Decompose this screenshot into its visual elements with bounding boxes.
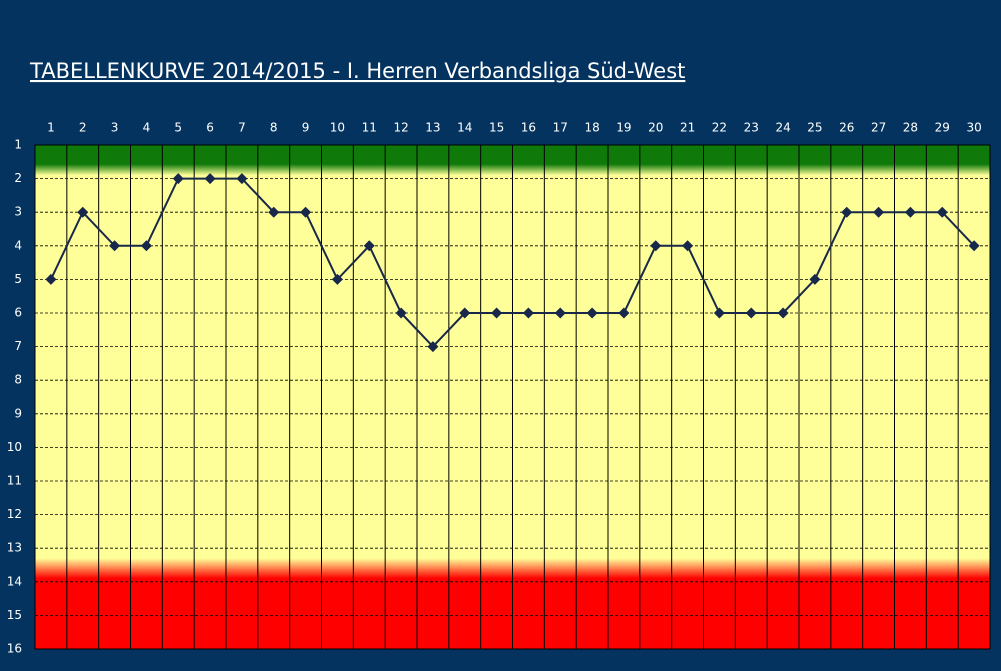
x-tick-label: 7 (238, 121, 246, 135)
x-tick-label: 3 (111, 121, 119, 135)
y-tick-label: 10 (7, 440, 22, 454)
point-marker (363, 240, 375, 252)
x-tick-label: 21 (680, 121, 695, 135)
y-tick-label: 7 (14, 339, 22, 353)
point-marker (300, 206, 312, 218)
point-marker (554, 307, 566, 319)
x-tick-label: 5 (174, 121, 182, 135)
x-tick-label: 19 (616, 121, 631, 135)
point-marker (459, 307, 471, 319)
y-tick-label: 9 (14, 406, 22, 420)
x-tick-label: 13 (425, 121, 440, 135)
y-tick-label: 14 (7, 574, 22, 588)
point-marker (427, 341, 439, 353)
point-marker (109, 240, 121, 252)
x-tick-label: 24 (775, 121, 790, 135)
x-tick-label: 23 (744, 121, 759, 135)
point-marker (268, 206, 280, 218)
point-marker (809, 273, 821, 285)
y-tick-label: 8 (14, 373, 22, 387)
y-tick-label: 6 (14, 306, 22, 320)
x-tick-label: 14 (457, 121, 472, 135)
y-tick-label: 5 (14, 272, 22, 286)
point-marker (777, 307, 789, 319)
point-marker (873, 206, 885, 218)
x-tick-label: 9 (302, 121, 310, 135)
y-tick-label: 13 (7, 541, 22, 555)
x-tick-label: 22 (712, 121, 727, 135)
x-tick-label: 27 (871, 121, 886, 135)
x-tick-label: 12 (393, 121, 408, 135)
plot-border (34, 144, 991, 650)
point-marker (491, 307, 503, 319)
y-tick-label: 16 (7, 642, 22, 656)
point-marker (968, 240, 980, 252)
y-tick-label: 2 (14, 171, 22, 185)
x-tick-label: 16 (521, 121, 536, 135)
point-marker (586, 307, 598, 319)
x-tick-label: 4 (143, 121, 151, 135)
point-marker (904, 206, 916, 218)
x-tick-label: 11 (362, 121, 377, 135)
y-tick-label: 12 (7, 507, 22, 521)
point-marker (204, 173, 216, 185)
y-tick-label: 1 (14, 138, 22, 152)
x-tick-label: 26 (839, 121, 854, 135)
chart-title: TABELLENKURVE 2014/2015 - I. Herren Verb… (29, 59, 685, 83)
x-tick-label: 28 (903, 121, 918, 135)
x-tick-label: 30 (966, 121, 981, 135)
point-marker (936, 206, 948, 218)
x-tick-label: 2 (79, 121, 87, 135)
point-marker (682, 240, 694, 252)
point-marker (140, 240, 152, 252)
point-marker (618, 307, 630, 319)
point-marker (45, 273, 57, 285)
point-marker (331, 273, 343, 285)
point-marker (395, 307, 407, 319)
point-marker (77, 206, 89, 218)
point-marker (713, 307, 725, 319)
x-tick-label: 15 (489, 121, 504, 135)
x-tick-label: 6 (206, 121, 214, 135)
x-tick-label: 20 (648, 121, 663, 135)
point-marker (841, 206, 853, 218)
x-tick-label: 1 (47, 121, 55, 135)
point-marker (522, 307, 534, 319)
point-marker (236, 173, 248, 185)
point-marker (650, 240, 662, 252)
x-tick-label: 8 (270, 121, 278, 135)
point-marker (745, 307, 757, 319)
x-tick-label: 18 (584, 121, 599, 135)
y-tick-label: 11 (7, 474, 22, 488)
x-tick-label: 25 (807, 121, 822, 135)
point-marker (172, 173, 184, 185)
x-tick-label: 17 (553, 121, 568, 135)
y-tick-label: 3 (14, 205, 22, 219)
y-tick-label: 15 (7, 608, 22, 622)
x-tick-label: 29 (935, 121, 950, 135)
y-tick-label: 4 (14, 238, 22, 252)
x-tick-label: 10 (330, 121, 345, 135)
